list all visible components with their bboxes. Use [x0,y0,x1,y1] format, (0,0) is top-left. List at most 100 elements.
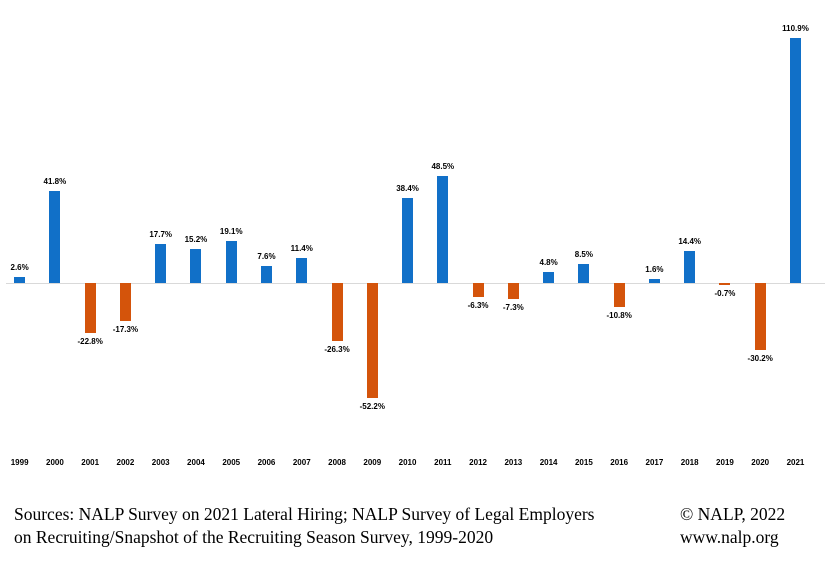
bar-2010 [402,198,414,283]
bar-value-label-2002: -17.3% [112,325,139,335]
bar-value-label-2007: 11.4% [290,243,313,253]
chart-column-2001: -22.8% 2001 [73,0,108,480]
chart-column-2013: -7.3% 2013 [496,0,531,480]
chart-column-2002: -17.3% 2002 [108,0,143,480]
x-axis-tick-label-2006: 2006 [257,458,276,467]
x-axis-line [6,283,825,284]
bar-value-label-2000: 41.8% [43,176,67,186]
credit-block: © NALP, 2022 www.nalp.org [680,503,785,549]
website-text: www.nalp.org [680,527,779,547]
x-axis-tick-label-2000: 2000 [45,458,64,467]
bar-value-label-2001: -22.8% [77,337,103,347]
bar-value-label-2005: 19.1% [219,226,243,236]
x-axis-tick-label-2012: 2012 [469,458,487,467]
chart-column-2004: 15.2% 2004 [178,0,213,480]
bar-2015 [578,264,590,283]
x-axis-tick-label-2011: 2011 [434,458,452,467]
bar-chart: 2.6% 1999 41.8% 2000 -22.8% 2001 -17.3% 2002 17.… [2,0,825,480]
bar-value-label-2011: 48.5% [431,161,455,171]
bar-value-label-2014: 4.8% [539,258,558,268]
x-axis-tick-label-2021: 2021 [786,458,805,467]
bar-2000 [49,190,61,283]
bar-2019 [719,283,731,285]
x-axis-tick-label-2020: 2020 [751,458,770,467]
bar-2008 [331,283,343,342]
sources-line-2: on Recruiting/Snapshot of the Recruiting… [14,527,494,547]
bar-2001 [84,283,96,334]
bar-2016 [613,283,625,307]
chart-column-2006: 7.6% 2006 [249,0,284,480]
x-axis-tick-label-2019: 2019 [716,458,734,467]
bar-2020 [754,283,766,350]
chart-column-2007: 11.4% 2007 [284,0,319,480]
x-axis-tick-label-2005: 2005 [222,458,241,467]
chart-column-2014: 4.8% 2014 [531,0,566,480]
chart-column-2018: 14.4% 2018 [672,0,707,480]
bar-value-label-2018: 14.4% [678,237,702,247]
bar-value-label-2006: 7.6% [257,252,276,262]
bar-value-label-2009: -52.2% [359,402,385,412]
x-axis-tick-label-2016: 2016 [610,458,629,467]
bar-value-label-2012: -6.3% [467,300,489,310]
chart-column-2009: -52.2% 2009 [355,0,390,480]
bar-2004 [190,249,202,283]
chart-column-2003: 17.7% 2003 [143,0,178,480]
chart-column-2010: 38.4% 2010 [390,0,425,480]
chart-column-2016: -10.8% 2016 [602,0,637,480]
x-axis-tick-label-2008: 2008 [328,458,346,467]
bar-value-label-2013: -7.3% [502,303,524,313]
chart-column-2000: 41.8% 2000 [37,0,72,480]
bar-2013 [507,283,519,300]
x-axis-tick-label-2009: 2009 [363,458,382,467]
x-axis-tick-label-2017: 2017 [645,458,664,467]
bar-value-label-2016: -10.8% [606,310,632,320]
x-axis-tick-label-2013: 2013 [504,458,523,467]
chart-column-2020: -30.2% 2020 [743,0,778,480]
x-axis-tick-label-2007: 2007 [292,458,311,467]
bar-2014 [543,272,555,283]
bar-2006 [260,266,272,283]
bar-value-label-2003: 17.7% [149,229,173,239]
bar-2003 [155,243,167,283]
bar-value-label-2019: -0.7% [714,288,736,298]
chart-column-2017: 1.6% 2017 [637,0,672,480]
x-axis-tick-label-2015: 2015 [574,458,593,467]
x-axis-tick-label-2001: 2001 [81,458,100,467]
bar-2002 [119,283,131,322]
chart-column-1999: 2.6% 1999 [2,0,37,480]
bar-value-label-1999: 2.6% [10,263,29,273]
sources-note: Sources: NALP Survey on 2021 Lateral Hir… [14,503,664,549]
x-axis-tick-label-2010: 2010 [398,458,417,467]
bar-value-label-2010: 38.4% [396,184,419,194]
copyright-text: © NALP, 2022 [680,504,786,524]
bar-2005 [225,240,237,283]
x-axis-tick-label-2003: 2003 [151,458,170,467]
chart-column-2019: -0.7% 2019 [707,0,742,480]
x-axis-tick-label-1999: 1999 [10,458,29,467]
bar-2017 [648,279,660,283]
sources-line-1: Sources: NALP Survey on 2021 Lateral Hir… [14,504,595,524]
chart-column-2005: 19.1% 2005 [214,0,249,480]
chart-column-2008: -26.3% 2008 [319,0,354,480]
chart-column-2015: 8.5% 2015 [566,0,601,480]
x-axis-tick-label-2002: 2002 [116,458,135,467]
bar-value-label-2008: -26.3% [324,345,350,355]
chart-column-2012: -6.3% 2012 [460,0,495,480]
bar-2009 [366,283,378,399]
bar-value-label-2021: 110.9% [782,23,809,33]
bar-2018 [684,251,696,283]
bar-1999 [14,277,26,283]
chart-column-2011: 48.5% 2011 [425,0,460,480]
bar-value-label-2004: 15.2% [184,235,208,245]
chart-column-2021: 110.9% 2021 [778,0,813,480]
bar-value-label-2020: -30.2% [747,353,773,363]
bar-value-label-2017: 1.6% [645,265,664,275]
bar-2021 [789,37,801,283]
bar-2011 [437,175,449,283]
x-axis-tick-label-2018: 2018 [680,458,699,467]
x-axis-tick-label-2004: 2004 [187,458,205,467]
bar-value-label-2015: 8.5% [574,250,593,260]
bar-2007 [296,257,308,283]
bar-2012 [472,283,484,297]
